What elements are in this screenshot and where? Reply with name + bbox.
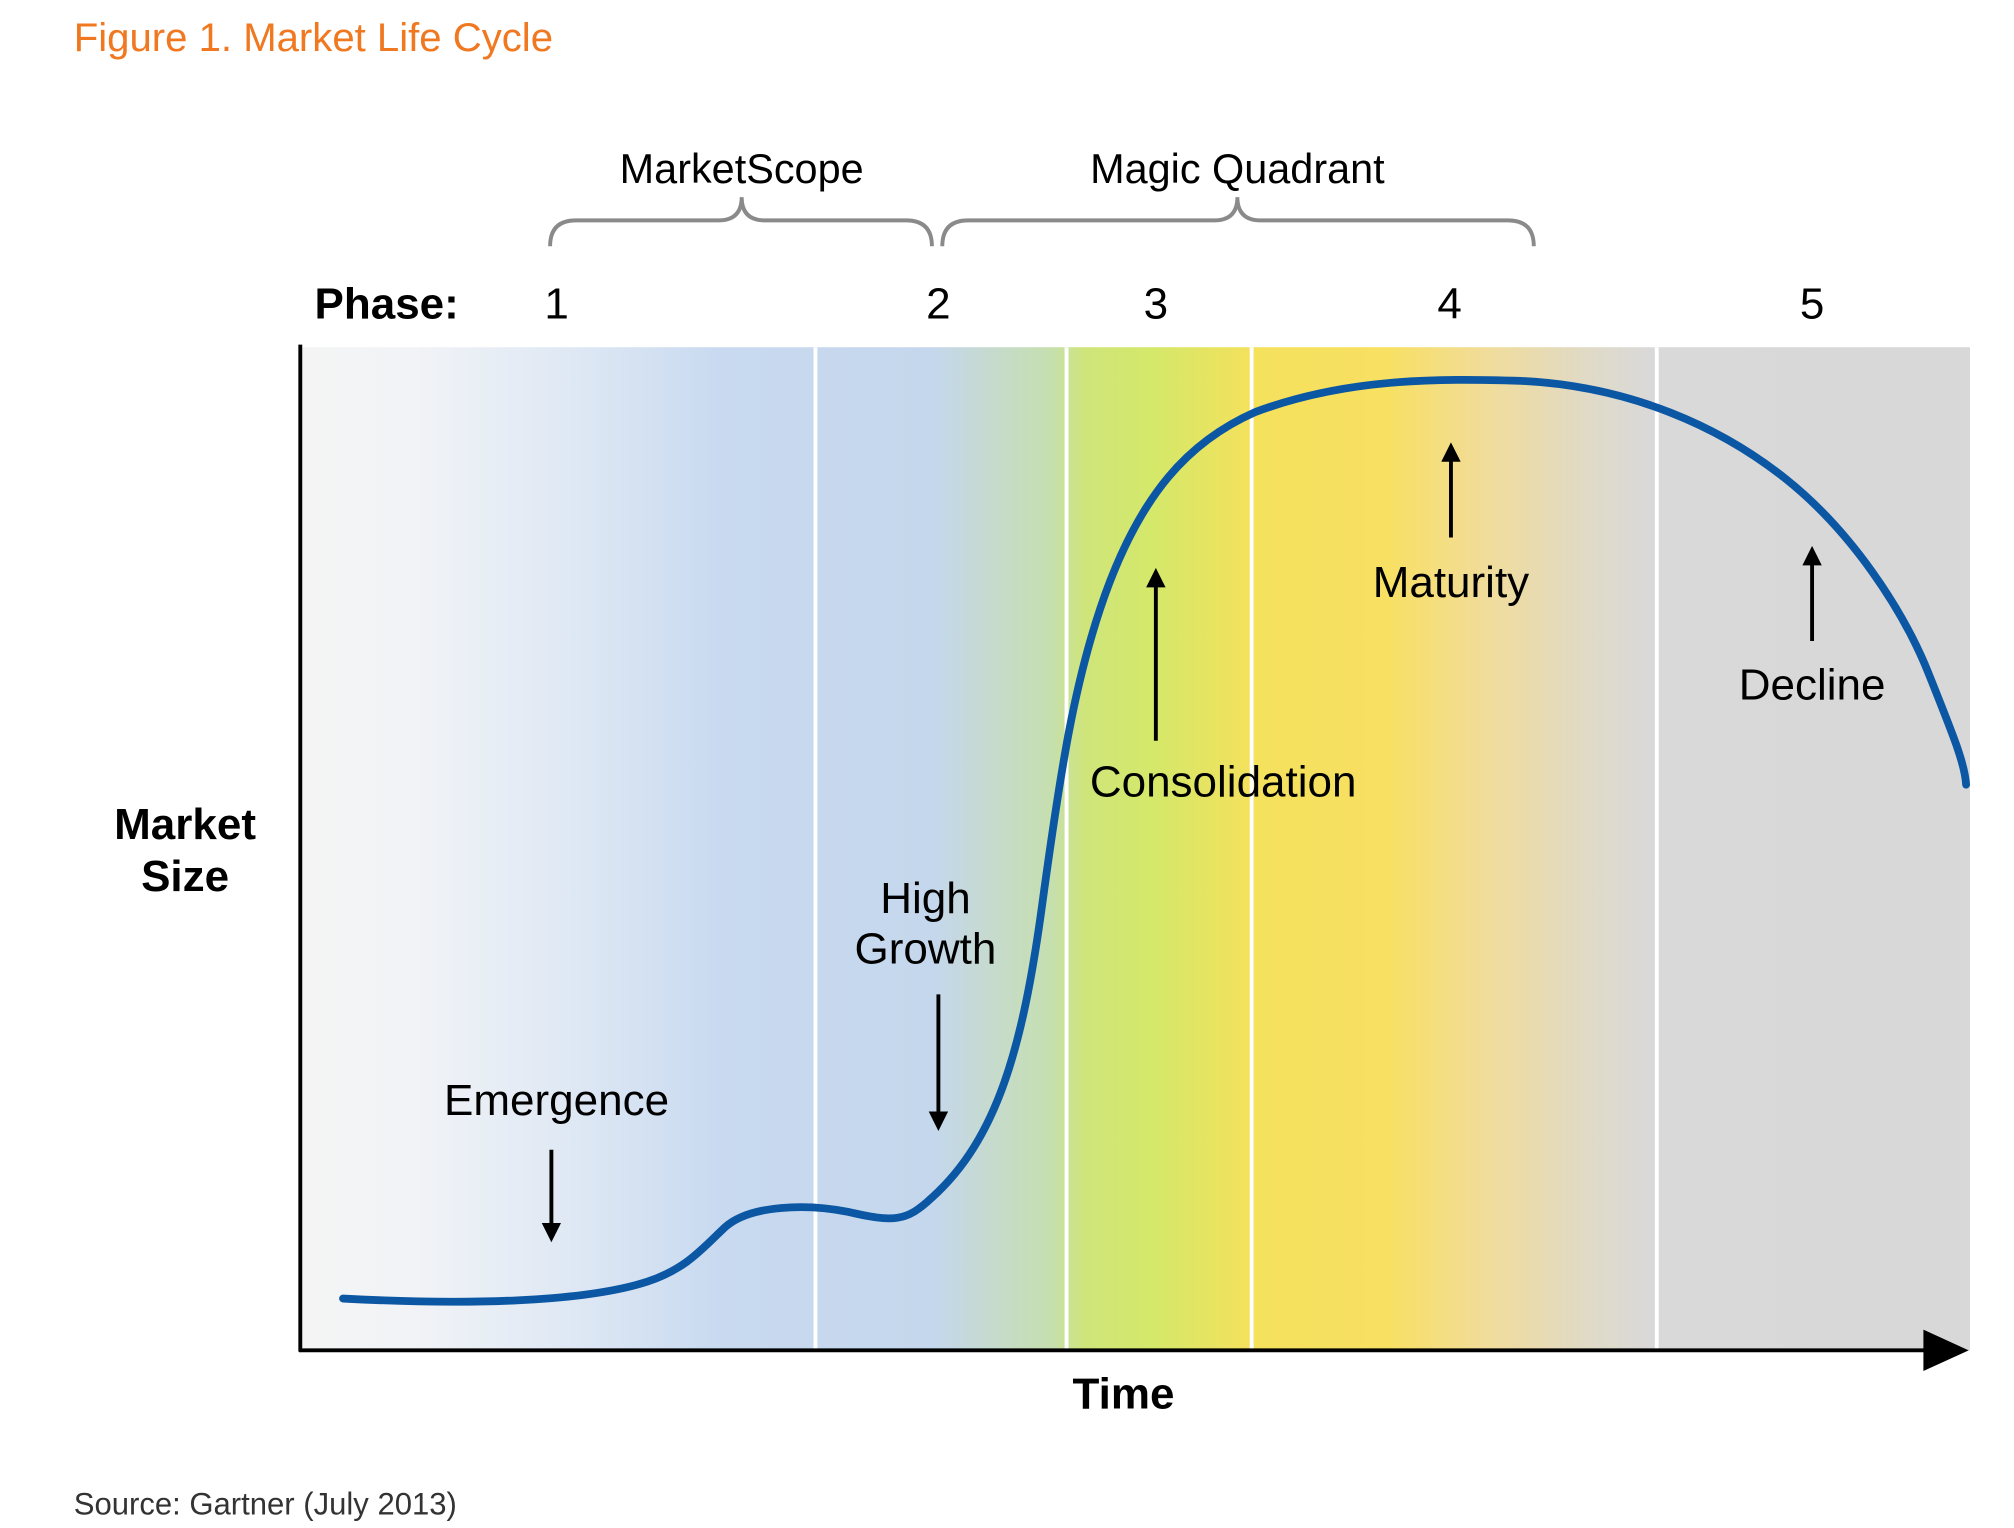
stage-label-emergence: Emergence — [444, 1076, 669, 1125]
stage-label-decline: Decline — [1739, 660, 1886, 709]
stage-label-growth: Growth — [855, 924, 997, 973]
market-size-curve — [339, 375, 1970, 1306]
magic-quadrant-label: Magic Quadrant — [1090, 146, 1385, 192]
phase-background-band — [300, 347, 1970, 1351]
y-axis-label-market: Market — [114, 800, 256, 849]
figure-title: Figure 1. Market Life Cycle — [74, 15, 553, 60]
marketscope-label: MarketScope — [620, 146, 864, 192]
x-axis-label: Time — [1073, 1370, 1175, 1419]
x-axis-arrowhead — [1923, 1329, 1969, 1372]
phase-number-5: 5 — [1800, 280, 1824, 329]
magic-quadrant-bracket — [940, 196, 1536, 247]
y-axis-label-size: Size — [141, 852, 229, 901]
marketscope-bracket — [548, 196, 934, 247]
stage-label-consolidation: Consolidation — [1090, 757, 1357, 806]
stage-label-maturity: Maturity — [1373, 558, 1529, 607]
phase-number-2: 2 — [926, 280, 950, 329]
stage-label-high: High — [880, 874, 971, 923]
phase-number-1: 1 — [544, 280, 568, 329]
phase-dividers — [813, 347, 1659, 1351]
phase-number-4: 4 — [1437, 280, 1461, 329]
figure-source: Source: Gartner (July 2013) — [74, 1487, 457, 1522]
phase-row-label: Phase: — [315, 280, 459, 329]
phase-number-3: 3 — [1144, 280, 1168, 329]
